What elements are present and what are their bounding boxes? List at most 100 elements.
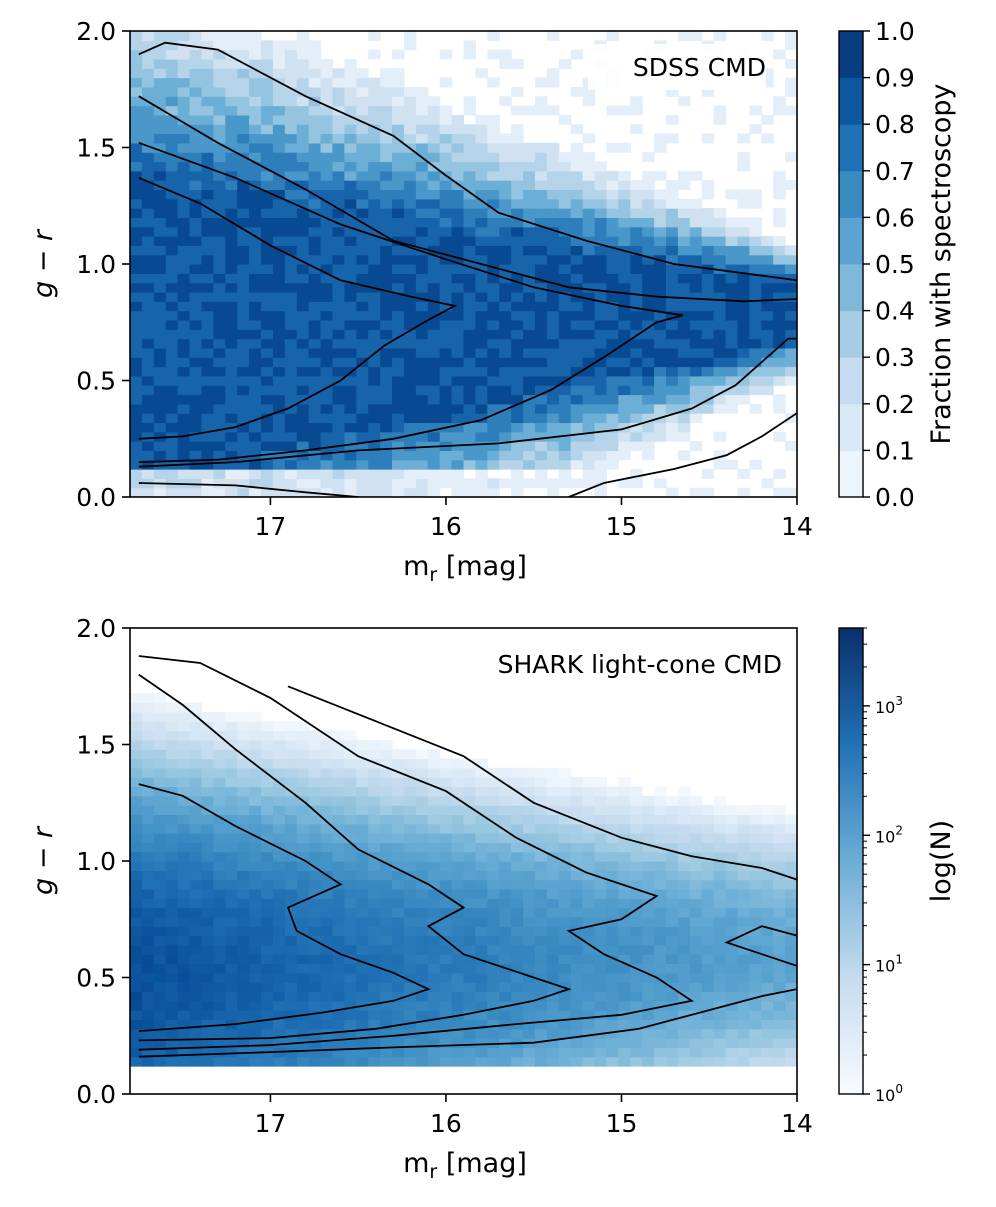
heatmap-cell [665,851,679,862]
heatmap-cell [451,487,465,497]
heatmap-cell [237,413,250,424]
heatmap-cell [427,1038,441,1048]
heatmap-cell [511,105,524,116]
heatmap-cell [451,814,465,825]
heatmap-cell [177,189,191,200]
heatmap-cell [630,879,643,890]
heatmap-cell [534,170,548,181]
heatmap-cell [701,982,715,993]
heatmap-cell [665,338,679,349]
heatmap-cell [296,301,310,312]
heatmap-cell [737,879,750,890]
heatmap-cell [523,161,536,172]
heatmap-cell [630,282,643,293]
heatmap-cell [749,1028,762,1039]
heatmap-cell [332,749,345,760]
heatmap-cell [534,264,548,274]
heatmap-cell [451,413,465,424]
heatmap-cell [546,245,560,256]
heatmap-cell [308,469,322,479]
heatmap-cell [225,254,238,265]
heatmap-cell [392,329,405,340]
heatmap-cell [392,814,405,825]
heatmap-cell [165,823,179,834]
heatmap-cell [153,749,167,760]
heatmap-cell [130,133,143,144]
heatmap-cell [415,319,429,330]
heatmap-cell [570,161,584,172]
heatmap-cell [665,926,679,937]
heatmap-cell [558,879,572,890]
heatmap-cell [463,879,477,890]
heatmap-cell [165,96,179,107]
heatmap-cell [713,403,727,414]
heatmap-cell [558,394,572,405]
heatmap-cell [749,1000,762,1011]
heatmap-cell [308,338,322,349]
heatmap-cell [487,413,500,424]
heatmap-cell [201,114,214,125]
heatmap-cell [332,944,345,955]
heatmap-cell [630,366,643,377]
heatmap-cell [356,403,369,414]
heatmap-cell [272,805,286,815]
heatmap-cell [511,879,524,890]
heatmap-cell [439,375,453,386]
heatmap-cell [153,217,167,228]
heatmap-cell [415,226,429,237]
heatmap-cell [725,385,739,396]
heatmap-cell [582,991,596,1002]
heatmap-cell [165,170,179,181]
heatmap-cell [189,357,203,368]
heatmap-cell [630,310,643,321]
heatmap-cell [546,441,560,451]
heatmap-cell [165,814,179,825]
heatmap-cell [785,77,797,88]
heatmap-cell [403,180,417,191]
heatmap-cell [665,236,679,246]
heatmap-cell [272,898,286,909]
heatmap-cell [237,767,250,778]
heatmap-cell [130,431,143,442]
heatmap-cell [356,805,369,815]
heatmap-cell [439,982,453,993]
heatmap-cell [463,814,477,825]
heatmap-cell [523,861,536,871]
heatmap-cell [582,805,596,815]
heatmap-cell [225,375,238,386]
heatmap-cell [570,431,584,442]
heatmap-cell [272,963,286,974]
heatmap-cell [296,842,310,853]
heatmap-cell [320,105,334,116]
heatmap-cell [177,487,191,497]
heatmap-cell [165,68,179,79]
heatmap-cell [261,236,274,246]
heatmap-cell [427,366,441,377]
heatmap-cell [272,450,286,461]
heatmap-cell [332,1047,345,1058]
heatmap-cell [427,236,441,246]
heatmap-cell [773,805,786,815]
heatmap-cell [701,805,715,815]
heatmap-cell [761,1056,774,1067]
heatmap-cell [487,786,500,797]
heatmap-cell [618,319,631,330]
heatmap-cell [392,1038,405,1048]
heatmap-cell [689,1047,703,1058]
heatmap-cell [737,1010,750,1021]
heatmap-cell [785,254,797,265]
heatmap-cell [249,721,262,732]
heatmap-cell [677,254,691,265]
heatmap-cell [225,1047,238,1058]
heatmap-cell [582,1010,596,1021]
heatmap-cell [630,972,643,983]
heatmap-cell [499,236,512,246]
heatmap-cell [594,982,608,993]
heatmap-cell [785,357,797,368]
heatmap-cell [284,888,298,899]
heatmap-cell [296,161,310,172]
heatmap-cell [511,916,524,927]
heatmap-cell [415,310,429,321]
heatmap-cell [463,301,477,312]
colorbar-band [839,217,863,265]
